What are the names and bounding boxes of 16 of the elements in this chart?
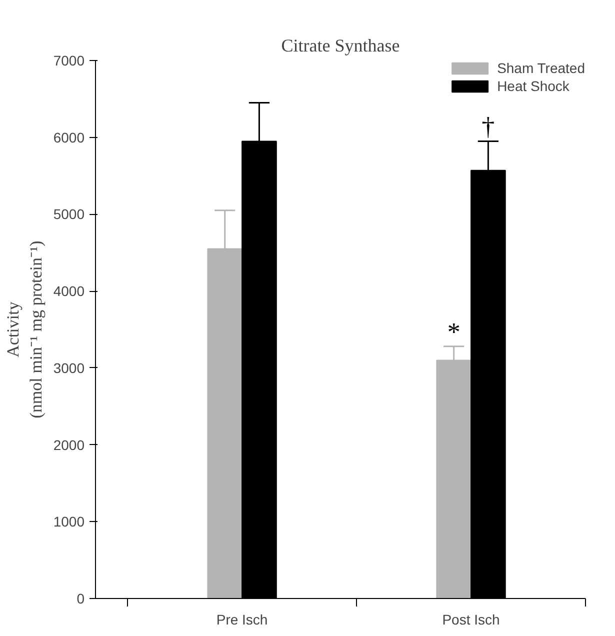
y-tick-label: 4000 xyxy=(53,283,85,300)
chart-title: Citrate Synthase xyxy=(281,36,400,56)
y-tick-label: 7000 xyxy=(53,52,85,68)
legend-label: Heat Shock xyxy=(497,78,570,94)
y-tick-label: 6000 xyxy=(53,129,85,146)
x-tick-label: Post Isch xyxy=(442,612,500,628)
y-tick-label: 0 xyxy=(76,590,85,606)
annotation: * xyxy=(447,317,460,346)
y-tick-label: 1000 xyxy=(53,514,85,530)
y-tick-label: 3000 xyxy=(53,360,85,376)
legend-label: Sham Treated xyxy=(497,60,585,76)
x-tick-label: Pre Isch xyxy=(216,612,268,628)
y-tick-label: 5000 xyxy=(53,206,85,222)
y-axis-title: Activity (nmol min⁻¹ mg protein⁻¹) xyxy=(4,240,46,418)
annotation: † xyxy=(482,112,495,142)
y-tick-label: 2000 xyxy=(53,436,85,453)
